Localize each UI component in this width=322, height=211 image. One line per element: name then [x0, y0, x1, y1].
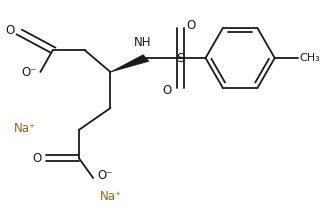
- Text: O: O: [187, 19, 196, 32]
- Text: O: O: [32, 151, 42, 165]
- Polygon shape: [110, 55, 149, 72]
- Text: Na⁺: Na⁺: [99, 189, 121, 203]
- Text: O⁻: O⁻: [98, 169, 113, 182]
- Text: Na⁺: Na⁺: [14, 122, 36, 134]
- Text: S: S: [176, 51, 185, 65]
- Text: O⁻: O⁻: [21, 65, 37, 78]
- Text: O: O: [162, 84, 171, 97]
- Text: CH₃: CH₃: [299, 53, 320, 63]
- Text: NH: NH: [134, 35, 152, 49]
- Text: O: O: [5, 24, 14, 37]
